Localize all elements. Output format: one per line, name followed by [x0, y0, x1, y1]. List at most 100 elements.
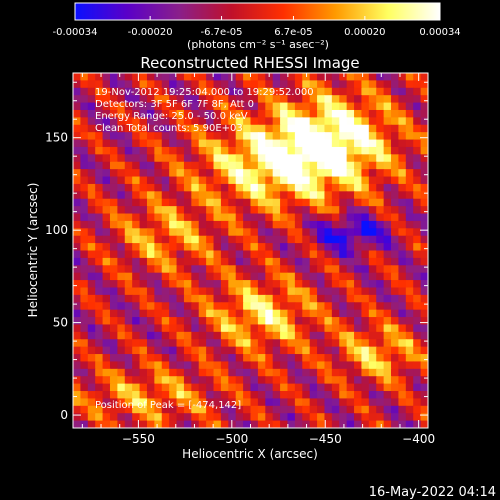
heatmap-cell — [383, 87, 392, 96]
heatmap-cell — [117, 124, 126, 133]
heatmap-cell — [206, 368, 215, 377]
heatmap-cell — [95, 420, 104, 428]
heatmap-cell — [139, 405, 148, 414]
heatmap-cell — [169, 146, 178, 155]
heatmap-cell — [228, 324, 237, 333]
heatmap-cell — [87, 176, 96, 185]
heatmap-cell — [309, 139, 318, 148]
heatmap-cell — [243, 73, 252, 81]
heatmap-cell — [317, 317, 326, 326]
heatmap-cell — [420, 250, 428, 259]
heatmap-cell — [220, 354, 229, 363]
heatmap-cell — [169, 206, 178, 215]
heatmap-cell — [302, 280, 311, 289]
heatmap-cell — [198, 183, 207, 192]
heatmap-cell — [124, 391, 133, 400]
heatmap-cell — [95, 280, 104, 289]
heatmap-cell — [324, 183, 333, 192]
heatmap-cell — [80, 146, 89, 155]
heatmap-cell — [198, 243, 207, 252]
heatmap-cell — [183, 420, 192, 428]
heatmap-cell — [169, 257, 178, 266]
heatmap-cell — [317, 220, 326, 229]
heatmap-cell — [176, 228, 185, 237]
heatmap-cell — [405, 109, 414, 118]
heatmap-cell — [169, 109, 178, 118]
heatmap-cell — [176, 361, 185, 370]
heatmap-cell — [272, 354, 281, 363]
heatmap-cell — [413, 391, 422, 400]
y-tick-label: 0 — [60, 408, 68, 422]
heatmap-cell — [124, 302, 133, 311]
heatmap-cell — [220, 280, 229, 289]
heatmap-cell — [154, 183, 163, 192]
heatmap-cell — [309, 376, 318, 385]
heatmap-cell — [132, 124, 141, 133]
heatmap-cell — [213, 228, 222, 237]
heatmap-cell — [139, 302, 148, 311]
heatmap-cell — [354, 87, 363, 96]
heatmap-cell — [161, 302, 170, 311]
heatmap-cell — [302, 265, 311, 274]
heatmap-cell — [117, 265, 126, 274]
heatmap-cell — [302, 376, 311, 385]
heatmap-cell — [73, 339, 81, 348]
heatmap-cell — [139, 391, 148, 400]
heatmap-cell — [280, 73, 289, 81]
heatmap-cell — [213, 117, 222, 126]
heatmap-cell — [354, 346, 363, 355]
heatmap-cell — [235, 124, 244, 133]
heatmap-cell — [191, 383, 200, 392]
heatmap-cell — [272, 198, 281, 207]
heatmap-cell — [339, 376, 348, 385]
heatmap-cell — [280, 235, 289, 244]
heatmap-cell — [257, 383, 266, 392]
heatmap-cell — [361, 383, 370, 392]
heatmap-cell — [265, 339, 274, 348]
heatmap-cell — [117, 228, 126, 237]
heatmap-cell — [191, 339, 200, 348]
heatmap-cell — [117, 272, 126, 281]
heatmap-cell — [280, 280, 289, 289]
heatmap-cell — [287, 331, 296, 340]
heatmap-cell — [176, 317, 185, 326]
heatmap-cell — [405, 191, 414, 200]
heatmap-cell — [265, 146, 274, 155]
heatmap-cell — [124, 309, 133, 318]
heatmap-cell — [132, 139, 141, 148]
heatmap-cell — [124, 109, 133, 118]
heatmap-cell — [80, 324, 89, 333]
heatmap-cell — [220, 228, 229, 237]
heatmap-cell — [346, 183, 355, 192]
heatmap-cell — [398, 191, 407, 200]
heatmap-cell — [361, 398, 370, 407]
heatmap-cell — [354, 109, 363, 118]
heatmap-cell — [102, 132, 111, 141]
heatmap-cell — [391, 368, 400, 377]
heatmap-cell — [324, 102, 333, 111]
heatmap-cell — [139, 169, 148, 178]
heatmap-cell — [250, 331, 259, 340]
heatmap-cell — [287, 302, 296, 311]
heatmap-cell — [102, 243, 111, 252]
heatmap-cell — [354, 198, 363, 207]
heatmap-cell — [124, 161, 133, 170]
heatmap-cell — [183, 139, 192, 148]
heatmap-cell — [95, 146, 104, 155]
heatmap-cell — [139, 413, 148, 422]
heatmap-cell — [183, 398, 192, 407]
heatmap-cell — [346, 398, 355, 407]
heatmap-cell — [250, 287, 259, 296]
heatmap-cell — [213, 324, 222, 333]
heatmap-cell — [235, 139, 244, 148]
heatmap-cell — [87, 169, 96, 178]
heatmap-cell — [243, 220, 252, 229]
heatmap-cell — [420, 228, 428, 237]
heatmap-cell — [376, 420, 385, 428]
heatmap-cell — [243, 191, 252, 200]
heatmap-cell — [420, 80, 428, 89]
heatmap-cell — [391, 346, 400, 355]
heatmap-cell — [228, 228, 237, 237]
heatmap-cell — [228, 161, 237, 170]
heatmap-cell — [146, 294, 155, 303]
